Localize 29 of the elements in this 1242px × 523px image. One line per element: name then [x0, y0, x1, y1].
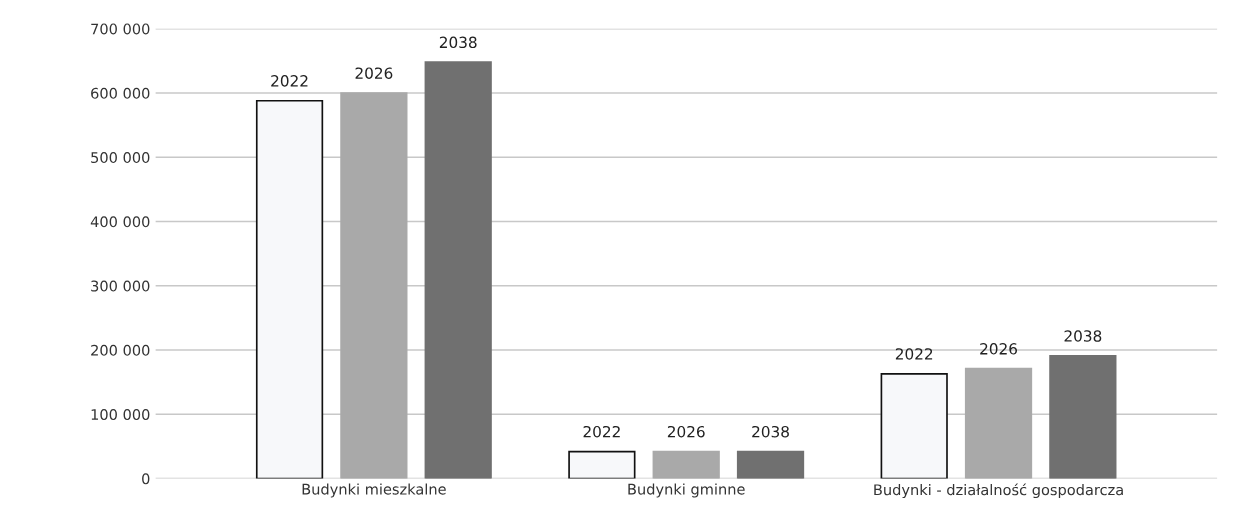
x-tick-label: Budynki - działalność gospodarcza: [874, 483, 1123, 499]
bar: [340, 92, 408, 479]
y-tick-label: 600 000: [91, 87, 150, 99]
text: 2038: [439, 36, 477, 49]
y-tick-label: 100 000: [91, 409, 150, 421]
y-tick-label: 700 000: [91, 23, 150, 35]
text: 2022: [895, 348, 933, 360]
bar: [736, 450, 805, 479]
y-tick-label: 0: [142, 473, 150, 485]
bar: [652, 450, 720, 479]
bar: [880, 372, 948, 479]
text: 2026: [667, 425, 705, 438]
y-tick-label: 400 000: [90, 216, 150, 228]
text: 2038: [1064, 330, 1102, 342]
text: 2022: [271, 75, 308, 87]
y-tick-label: 500 000: [91, 151, 150, 164]
series-label: 2022: [583, 425, 620, 438]
bar: [424, 61, 492, 479]
bar: [568, 450, 636, 479]
y-tick-label: 200 000: [91, 344, 150, 356]
bar: [1049, 354, 1117, 479]
x-tick-label: Budynki mieszkalne: [302, 483, 446, 498]
series-label: 2038: [752, 425, 789, 438]
bar: [255, 99, 324, 479]
series-label: 2026: [355, 67, 393, 79]
y-tick-label: 300 000: [91, 280, 150, 292]
text: 2026: [980, 343, 1018, 355]
x-tick-label: Budynki gminne: [628, 483, 745, 498]
bar: [964, 367, 1033, 479]
